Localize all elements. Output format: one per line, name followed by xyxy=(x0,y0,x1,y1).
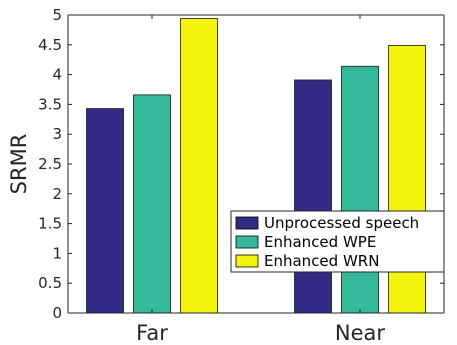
y-tick-label: 1.5 xyxy=(38,215,62,233)
y-axis-label: SRMR xyxy=(7,134,31,195)
bars-group xyxy=(86,18,426,314)
y-tick-label: 5 xyxy=(52,6,62,24)
legend-swatch-wpe xyxy=(235,235,259,249)
legend-label-unprocessed: Unprocessed speech xyxy=(264,214,419,232)
legend-swatch-unprocessed xyxy=(235,216,259,230)
bar-near-enhanced-wpe xyxy=(341,65,379,314)
x-category-label-near: Near xyxy=(335,321,385,345)
y-tick-label: 0.5 xyxy=(38,274,62,292)
bar-near-enhanced-wrn xyxy=(388,44,426,314)
y-tick-label: 2 xyxy=(52,185,62,203)
bar-far-enhanced-wrn xyxy=(180,18,218,314)
y-tick-label: 3 xyxy=(52,125,62,143)
y-tick-label: 4.5 xyxy=(38,36,62,54)
y-ticks-group: 0 0.5 1 1.5 2 2.5 3 3.5 4 4.5 5 xyxy=(38,6,444,322)
bar-far-enhanced-wpe xyxy=(133,94,171,314)
y-tick-label: 4 xyxy=(52,66,62,84)
x-ticks-group: Far Near xyxy=(136,15,385,345)
bar-far-unprocessed-speech xyxy=(86,108,124,314)
legend-swatch-wrn xyxy=(235,254,259,268)
legend-label-wrn: Enhanced WRN xyxy=(264,252,379,270)
y-tick-label: 2.5 xyxy=(38,155,62,173)
y-tick-label: 0 xyxy=(52,304,62,322)
legend-box xyxy=(230,210,445,273)
y-tick-label: 1 xyxy=(52,244,62,262)
legend-label-wpe: Enhanced WPE xyxy=(264,233,376,251)
y-tick-label: 3.5 xyxy=(38,95,62,113)
x-category-label-far: Far xyxy=(136,321,168,345)
legend: Unprocessed speech Enhanced WPE Enhanced… xyxy=(230,210,445,273)
bar-near-unprocessed-speech xyxy=(294,79,332,314)
